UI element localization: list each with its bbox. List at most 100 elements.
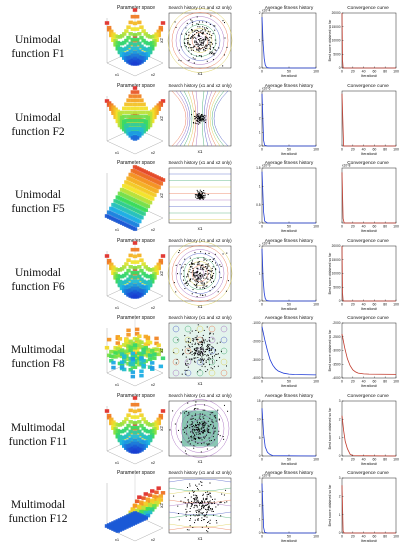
search-point <box>186 34 188 36</box>
surface-patch <box>113 427 118 431</box>
surface-patch <box>122 184 127 188</box>
surface-patch <box>143 114 148 119</box>
search-point <box>198 428 200 430</box>
search-point <box>200 512 202 514</box>
surface-patch <box>126 106 131 111</box>
search-point <box>198 50 200 52</box>
search-point <box>196 427 198 429</box>
search-point <box>199 422 201 424</box>
surface-patch <box>130 425 136 430</box>
search-point <box>210 332 212 334</box>
search-history-title: Search history (x1 and x2 only) <box>168 315 232 320</box>
search-point <box>198 121 200 123</box>
surface-patch <box>111 265 116 270</box>
search-point <box>196 509 198 511</box>
search-point <box>202 47 204 49</box>
contour-line <box>196 325 204 333</box>
search-point <box>198 514 200 516</box>
surface-patch <box>141 110 146 115</box>
search-point <box>196 42 198 44</box>
average-fitness-title: Average fitness history <box>265 160 314 166</box>
search-point <box>197 49 199 51</box>
surface-patch <box>150 44 155 49</box>
plot-frame <box>341 90 397 147</box>
search-point <box>192 491 194 493</box>
search-point <box>186 511 188 513</box>
search-point <box>212 427 214 429</box>
search-point <box>191 415 193 417</box>
surface-patch <box>147 357 153 362</box>
search-point <box>189 519 191 521</box>
x-axis-label: Iteration# <box>361 539 378 543</box>
search-point <box>213 502 215 504</box>
search-point <box>194 435 196 437</box>
surface-patch <box>137 408 142 413</box>
surface-patch <box>126 114 131 119</box>
search-point <box>184 450 186 452</box>
search-point <box>204 514 206 516</box>
search-point <box>175 264 177 266</box>
search-point <box>204 436 206 438</box>
search-point <box>197 262 199 264</box>
search-point <box>197 519 199 521</box>
surface-patch <box>143 511 148 515</box>
series-line <box>341 333 397 375</box>
search-point <box>202 281 204 283</box>
x-tick-label: 80 <box>383 148 387 152</box>
search-point <box>184 263 186 265</box>
search-point <box>207 369 209 371</box>
search-point <box>206 429 208 431</box>
surface-patch <box>106 413 112 418</box>
search-point <box>200 358 202 360</box>
search-point <box>208 503 210 505</box>
surface-patch <box>143 334 148 339</box>
search-point <box>190 431 192 433</box>
search-point <box>213 54 215 56</box>
search-point <box>196 429 198 431</box>
search-point <box>196 274 198 276</box>
search-point <box>199 275 201 277</box>
surface-patch <box>132 128 138 133</box>
search-point <box>200 481 202 483</box>
y-tick-label: 3 <box>259 490 261 494</box>
search-point <box>198 195 200 197</box>
surface-patch <box>115 432 120 437</box>
search-point <box>198 511 200 513</box>
surface-patch <box>124 125 129 130</box>
search-point <box>208 428 210 430</box>
search-point <box>205 504 207 506</box>
search-point <box>206 513 208 515</box>
x-tick-label: 60 <box>372 225 376 229</box>
search-point <box>184 45 186 47</box>
search-point <box>199 122 201 124</box>
search-point <box>200 42 202 44</box>
search-point <box>192 426 194 428</box>
search-point <box>199 432 201 434</box>
series-line <box>341 12 396 69</box>
surface-patch <box>130 402 136 407</box>
search-point <box>188 59 190 61</box>
surface-patch <box>158 25 164 30</box>
search-point <box>200 120 202 122</box>
search-point <box>197 197 199 199</box>
surface-patch <box>132 110 138 115</box>
search-point <box>190 351 192 353</box>
x-tick-label: 40 <box>362 535 366 539</box>
search-point <box>189 257 191 259</box>
surface-patch <box>128 265 133 269</box>
search-point <box>214 25 216 27</box>
contour-line <box>205 90 213 147</box>
search-point <box>210 46 212 48</box>
surface-patch <box>134 106 140 111</box>
search-point <box>197 43 199 45</box>
search-point <box>190 266 192 268</box>
search-point <box>193 122 195 124</box>
search-point <box>201 427 203 429</box>
surface-patch <box>139 509 144 514</box>
surface-patch <box>137 288 142 292</box>
search-point <box>196 196 198 198</box>
search-point <box>202 31 204 33</box>
search-point <box>199 197 201 199</box>
surface-patch <box>139 35 144 40</box>
search-history-title: Search history (x1 and x2 only) <box>168 5 232 10</box>
